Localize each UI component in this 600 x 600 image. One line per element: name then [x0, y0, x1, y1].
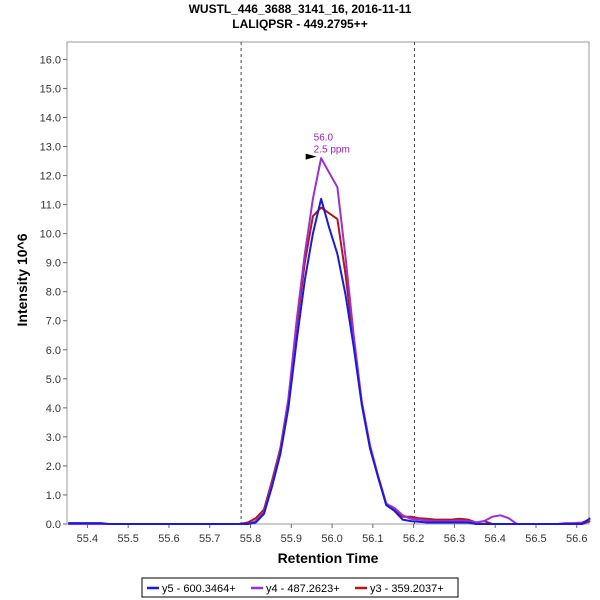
chart-subtitle: LALIQPSR - 449.2795++ [232, 17, 367, 31]
y-tick-label: 3.0 [46, 432, 61, 444]
plot-frame [66, 41, 590, 525]
y-tick-label: 4.0 [46, 403, 61, 415]
legend-box [141, 577, 459, 598]
y-tick-label: 12.0 [40, 171, 61, 183]
x-tick-label: 56.1 [362, 533, 383, 545]
chart-title: WUSTL_446_3688_3141_16, 2016-11-11 [189, 2, 412, 16]
y-tick-label: 15.0 [40, 83, 61, 95]
x-axis-title: Retention Time [278, 550, 379, 566]
plot-area: 0.0 1.0 2.0 3.0 4.0 5.0 6.0 7.0 8.0 9.0 10.0 11.0 12… [40, 41, 591, 545]
y-tick-label: 1.0 [46, 490, 61, 502]
x-tick-label: 55.9 [281, 533, 302, 545]
peak-annotation-label: 56.0 [314, 133, 334, 144]
x-tick-label: 56.0 [321, 533, 342, 545]
y-tick-label: 11.0 [40, 200, 61, 212]
y-axis-title: Intensity 10^6 [14, 233, 30, 326]
x-tick-label: 56.5 [525, 533, 546, 545]
x-tick-label: 56.2 [403, 533, 424, 545]
y-tick-label: 14.0 [40, 112, 61, 124]
y-tick-label: 5.0 [46, 374, 61, 386]
x-tick-label: 56.3 [444, 533, 465, 545]
peak-annotation-label: 2.5 ppm [314, 145, 350, 156]
series-line [68, 197, 591, 525]
legend-label: y4 - 487.2623+ [266, 583, 340, 595]
y-tick-label: 0.0 [46, 519, 61, 531]
peak-marker [305, 153, 317, 160]
y-tick-label: 6.0 [46, 345, 61, 357]
y-tick-label: 7.0 [46, 316, 61, 328]
y-tick-label: 13.0 [40, 142, 61, 154]
x-tick-label: 56.4 [484, 533, 505, 545]
x-tick-label: 55.8 [240, 533, 261, 545]
legend-label: y3 - 359.2037+ [370, 583, 444, 595]
x-tick-label: 55.7 [199, 533, 220, 545]
x-tick-label: 55.4 [77, 533, 98, 545]
legend: y5 - 600.3464+ y4 - 487.2623+ y3 - 359.203… [141, 577, 459, 598]
x-tick-label: 55.5 [117, 533, 138, 545]
x-tick-label: 55.6 [158, 533, 179, 545]
y-tick-label: 16.0 [40, 54, 61, 66]
y-tick-label: 2.0 [46, 461, 61, 473]
x-tick-label: 56.6 [566, 533, 587, 545]
y-tick-label: 9.0 [46, 258, 61, 270]
y-tick-label: 8.0 [46, 287, 61, 299]
y-tick-label: 10.0 [40, 229, 61, 241]
legend-label: y5 - 600.3464+ [162, 583, 236, 595]
